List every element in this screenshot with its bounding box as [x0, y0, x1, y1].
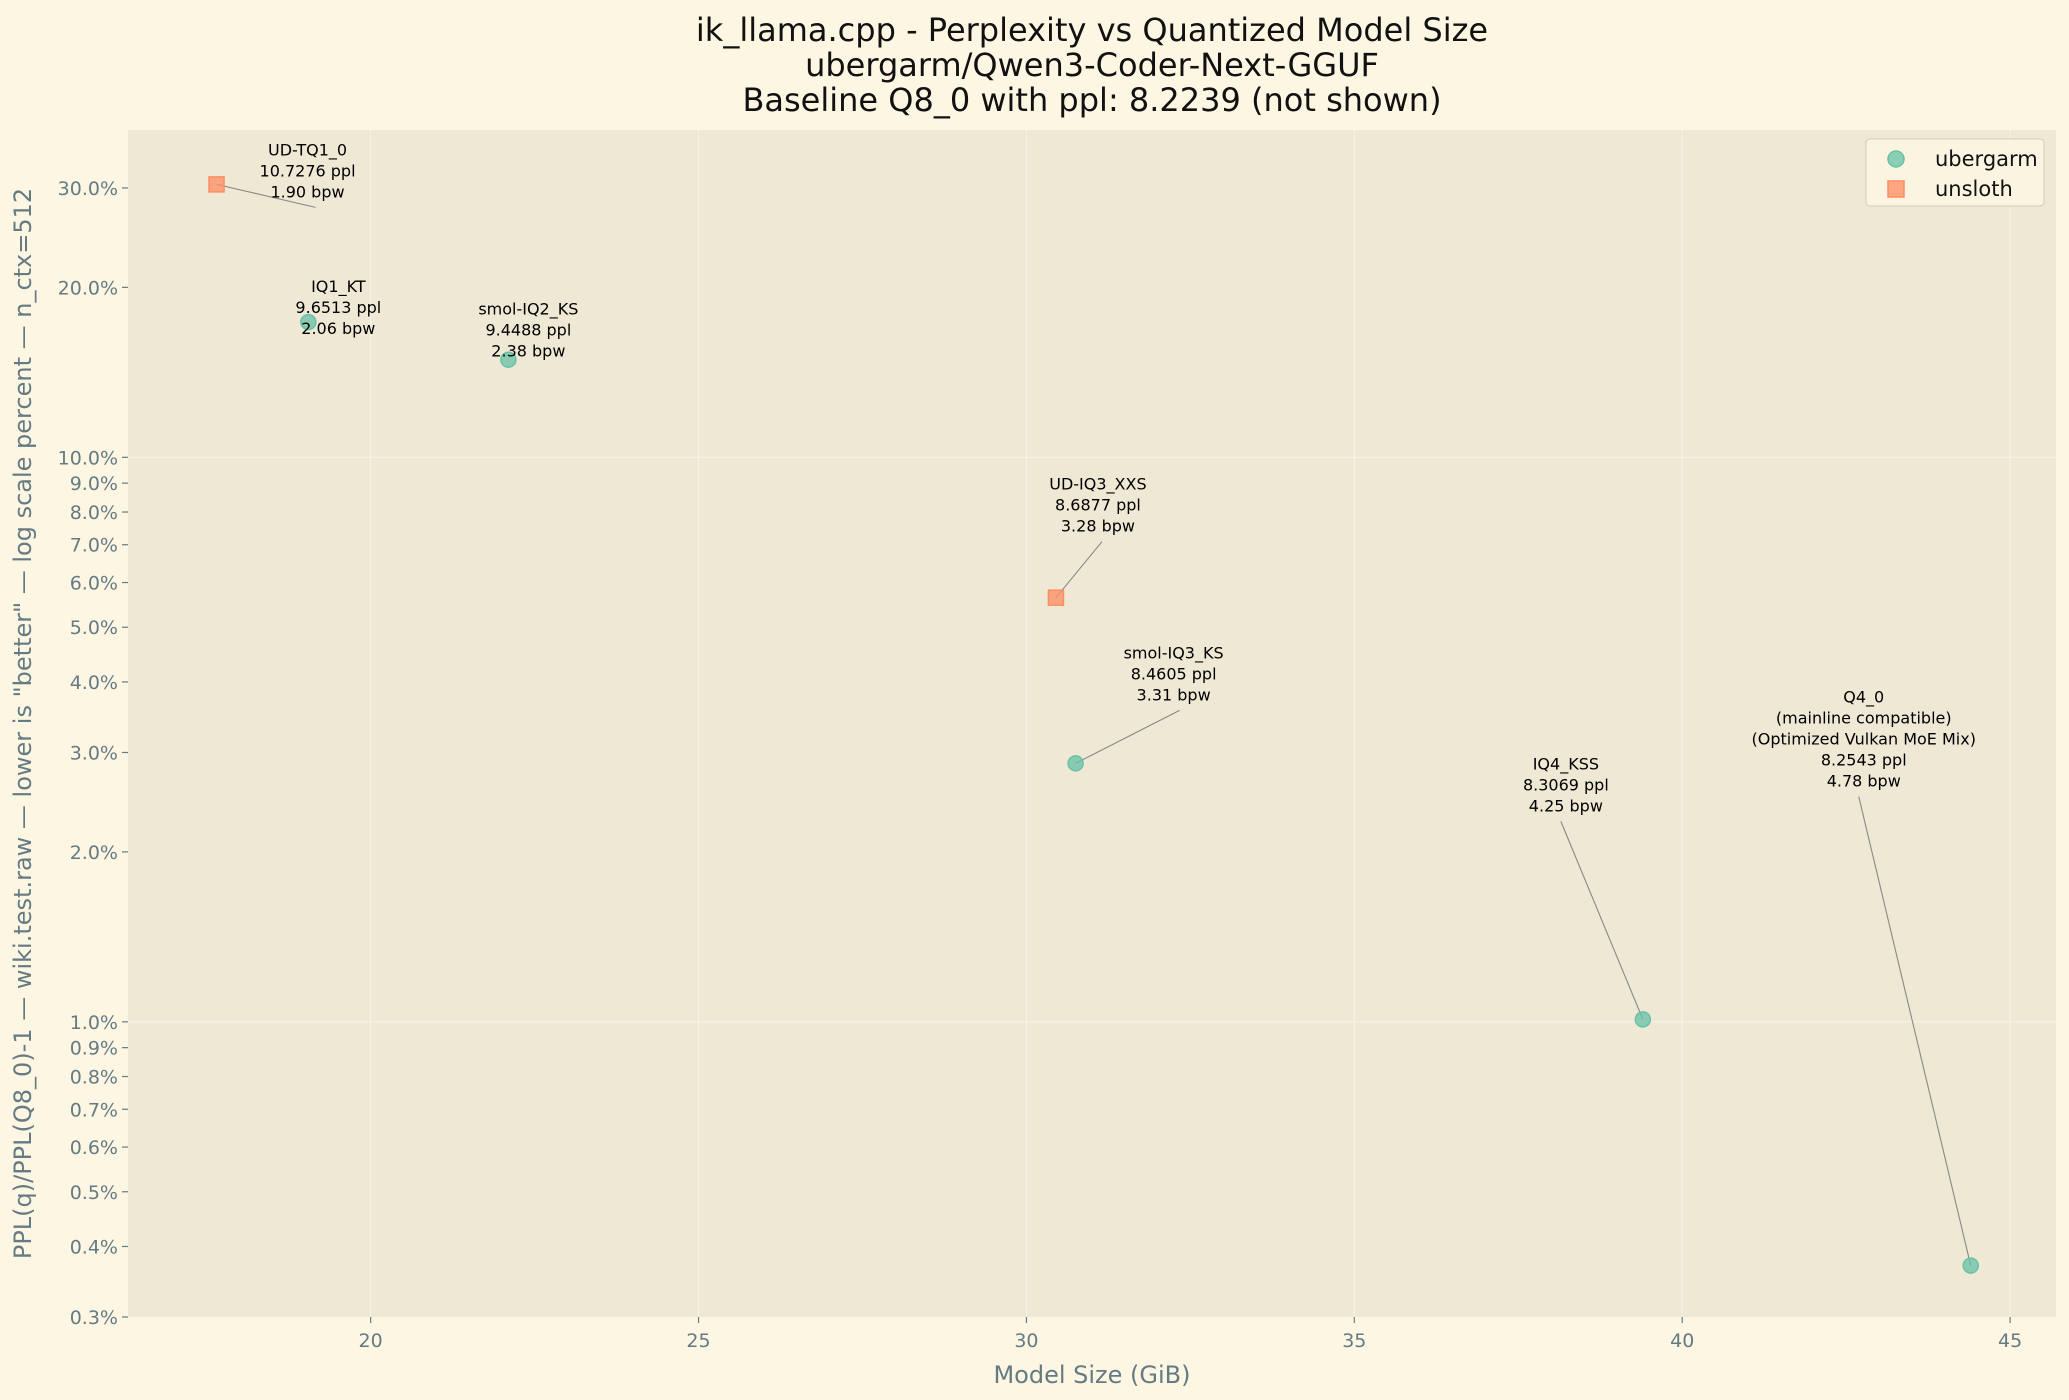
point-annotation-line: 8.6877 ppl: [1055, 496, 1141, 515]
annotation-leaders: [216, 183, 1972, 1266]
point-annotation-line: 2.06 bpw: [301, 319, 375, 338]
y-tick-label: 1.0%: [70, 1012, 118, 1034]
y-tick-label: 2.0%: [70, 842, 118, 864]
point-annotation-line: IQ1_KT: [311, 277, 366, 297]
point-annotation-line: smol-IQ2_KS: [478, 300, 578, 320]
annotation-leader-line: [1055, 541, 1103, 599]
point-annotation-line: 9.4488 ppl: [485, 321, 571, 340]
point-annotations: IQ1_KT9.6513 ppl 2.06 bpw smol-IQ2_KS9.448…: [260, 140, 1976, 815]
y-tick-label: 30.0%: [58, 178, 118, 200]
annotation-leader-line: [1560, 821, 1644, 1020]
point-annotation-line: 3.28 bpw: [1061, 517, 1135, 536]
legend-label-unsloth: unsloth: [1935, 177, 2013, 201]
data-point-ubergarm: [300, 313, 317, 331]
data-points: [208, 176, 1979, 1274]
annotation-leader-line: [216, 183, 316, 208]
point-annotation-line: Q4_0: [1843, 688, 1884, 708]
plot-area: [128, 130, 2056, 1317]
point-annotation-line: 2.38 bpw: [491, 342, 565, 361]
y-tick-label: 0.4%: [70, 1236, 118, 1258]
x-tick-label: 45: [1998, 1330, 2022, 1352]
data-point-ubergarm: [1634, 1011, 1652, 1028]
point-annotation-line: smol-IQ3_KS: [1124, 643, 1224, 663]
point-annotation-line: 8.2543 ppl: [1821, 751, 1907, 770]
data-point-ubergarm: [1067, 755, 1084, 772]
y-tick-label: 5.0%: [70, 617, 118, 639]
point-annotation-line: UD-TQ1_0: [268, 140, 347, 160]
x-tick-label: 35: [1342, 1330, 1366, 1352]
x-tick-label: 40: [1670, 1330, 1694, 1352]
point-annotation-line: (Optimized Vulkan MoE Mix): [1752, 730, 1976, 749]
y-tick-label: 0.7%: [70, 1099, 118, 1121]
y-tick-label: 3.0%: [70, 742, 118, 764]
title-line: ik_llama.cpp - Perplexity vs Quantized M…: [696, 11, 1488, 49]
legend: ubergarm unsloth: [1865, 138, 2045, 207]
point-annotation-line: 4.25 bpw: [1529, 796, 1603, 815]
y-tick-label: 6.0%: [70, 573, 118, 595]
grid: [128, 130, 2056, 1317]
y-tick-label: 0.3%: [70, 1307, 118, 1329]
y-tick-label: 0.9%: [70, 1038, 118, 1060]
point-annotation-line: 8.3069 ppl: [1523, 775, 1609, 794]
point-annotation-line: 8.4605 ppl: [1131, 664, 1217, 683]
legend-marker-unsloth: [1887, 180, 1905, 198]
point-annotation-line: IQ4_KSS: [1533, 754, 1599, 774]
point-annotation-line: 9.6513 ppl: [295, 298, 381, 317]
x-tick-label: 25: [686, 1330, 710, 1352]
title-line: ubergarm/Qwen3-Coder-Next-GGUF: [805, 46, 1379, 84]
y-tick-label: 9.0%: [70, 473, 118, 495]
chart-title: ik_llama.cpp - Perplexity vs Quantized M…: [696, 11, 1488, 119]
data-point-unsloth: [1047, 589, 1065, 606]
x-tick-label: 30: [1014, 1330, 1038, 1352]
y-tick-label: 8.0%: [70, 502, 118, 524]
data-point-ubergarm: [1962, 1257, 1979, 1274]
point-annotation-line: (mainline compatible): [1776, 709, 1952, 728]
point-annotation-line: 1.90 bpw: [270, 182, 344, 201]
legend-label-ubergarm: ubergarm: [1935, 147, 2038, 171]
title-line: Baseline Q8_0 with ppl: 8.2239 (not show…: [742, 81, 1441, 119]
y-tick-label: 0.6%: [70, 1137, 118, 1159]
point-annotation-line: 4.78 bpw: [1827, 772, 1901, 791]
point-annotation-line: 10.7276 ppl: [260, 161, 356, 180]
y-tick-label: 4.0%: [70, 672, 118, 694]
annotation-leader-line: [1075, 709, 1180, 764]
legend-frame: [1865, 138, 2045, 207]
y-tick-label: 10.0%: [58, 447, 118, 469]
data-point-ubergarm: [500, 351, 517, 368]
point-annotation-line: UD-IQ3_XXS: [1049, 475, 1146, 495]
y-tick-label: 0.8%: [70, 1067, 118, 1089]
y-axis-label: PPL(q)/PPL(Q8_0)-1 — wiki.test.raw — low…: [9, 188, 37, 1259]
x-axis-label: Model Size (GiB): [993, 1361, 1190, 1389]
data-point-unsloth: [208, 176, 225, 193]
y-tick-label: 7.0%: [70, 535, 118, 557]
y-tick-label: 0.5%: [70, 1182, 118, 1204]
annotation-leader-line: [1858, 796, 1972, 1266]
point-annotation-line: 3.31 bpw: [1137, 685, 1211, 704]
y-tick-label: 20.0%: [58, 277, 118, 299]
x-axis-ticks: 20 25 30 35 40 45: [359, 1317, 2022, 1352]
x-tick-label: 20: [359, 1330, 383, 1352]
legend-marker-ubergarm: [1887, 150, 1905, 168]
y-axis-ticks: 0.3% 0.4% 0.5% 0.6% 0.7% 0.8% 0.9% 1.0% 2.0% 3.0%…: [58, 178, 128, 1329]
